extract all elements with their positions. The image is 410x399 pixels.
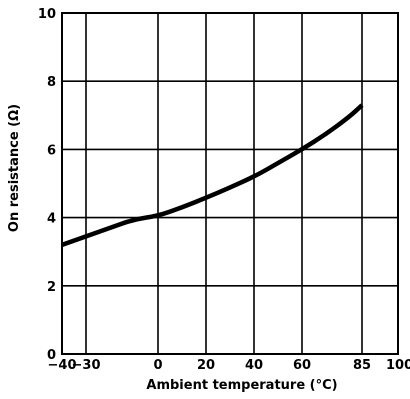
x-tick-label: 100	[386, 358, 410, 373]
x-axis-title: Ambient temperature (°C)	[146, 378, 337, 393]
series-line	[61, 103, 364, 248]
x-tick-label: 0	[153, 358, 162, 373]
series-group	[61, 103, 364, 248]
x-tick-label: −40	[48, 358, 77, 373]
x-tick-labels: −40−30 0 20 40 60 85 100	[48, 358, 410, 373]
y-tick-label: 2	[47, 280, 56, 295]
x-tick-label: −30	[72, 358, 101, 373]
x-tick-label: 85	[353, 358, 371, 373]
y-tick-label: 6	[47, 143, 56, 158]
y-axis-title: On resistance (Ω)	[7, 104, 22, 232]
plot-frame	[61, 12, 399, 355]
y-tick-label: 0	[47, 348, 56, 363]
grid	[62, 13, 398, 354]
y-tick-label: 10	[38, 7, 56, 22]
y-tick-labels: 0 2 4 6 8 10	[38, 7, 56, 363]
y-tick-label: 4	[47, 212, 56, 227]
x-tick-label: 20	[197, 358, 215, 373]
x-tick-label: 60	[293, 358, 311, 373]
x-tick-label: 40	[245, 358, 263, 373]
y-tick-label: 8	[47, 75, 56, 90]
